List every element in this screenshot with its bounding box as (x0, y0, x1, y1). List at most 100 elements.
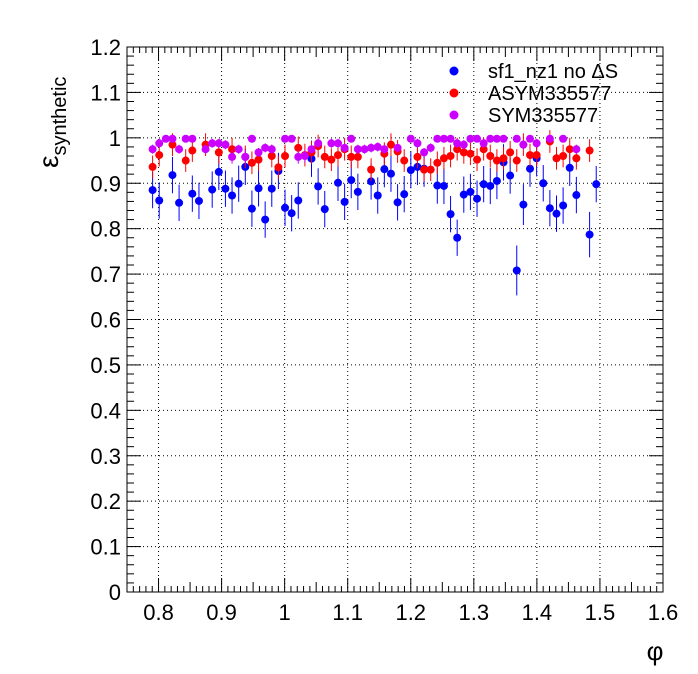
data-point (188, 146, 197, 155)
data-point (413, 152, 422, 161)
data-point (585, 146, 594, 155)
y-tick-labels: 0 0.1 0.2 0.3 0.4 0.5 0.6 0.7 0.8 0.9 1 1.1 1.2 (90, 35, 121, 605)
data-point (254, 155, 263, 164)
data-point (208, 185, 217, 194)
data-point (453, 233, 462, 242)
y-tick-label: 1.1 (90, 80, 121, 105)
data-point (373, 142, 382, 151)
data-point (413, 139, 422, 148)
data-point (247, 158, 256, 167)
data-point (479, 180, 488, 189)
data-point (148, 145, 157, 154)
data-point (526, 151, 535, 160)
data-point (406, 166, 415, 175)
data-point (446, 134, 455, 143)
data-point (499, 134, 508, 143)
data-point (320, 152, 329, 161)
data-point (393, 198, 402, 207)
data-point (572, 145, 581, 154)
data-point (499, 154, 508, 163)
y-tick-label: 0.8 (90, 217, 121, 242)
x-tick-label: 0.9 (206, 600, 237, 625)
data-point (592, 180, 601, 189)
data-point (473, 155, 482, 164)
data-point (234, 179, 243, 188)
data-point (287, 134, 296, 143)
data-point (373, 191, 382, 200)
data-point (486, 152, 495, 160)
data-point (347, 176, 356, 185)
data-point (340, 143, 349, 152)
data-point (446, 152, 455, 160)
data-point (512, 134, 521, 143)
y-tick-label: 0.7 (90, 262, 121, 287)
data-point (552, 209, 561, 218)
data-point (353, 187, 362, 196)
data-point (380, 145, 389, 154)
grid (127, 47, 663, 592)
data-point (565, 145, 574, 154)
data-point (188, 189, 197, 198)
data-point (281, 134, 290, 143)
data-point (426, 143, 435, 152)
y-tick-label: 0.4 (90, 398, 121, 423)
data-point (459, 190, 468, 199)
x-tick-labels: 0.8 0.9 1 1.1 1.2 1.3 1.4 1.5 1.6 (143, 600, 678, 625)
data-point (188, 134, 197, 143)
data-point (214, 167, 223, 176)
y-tick-label: 0 (109, 580, 121, 605)
data-point (506, 171, 515, 180)
data-point (254, 148, 263, 157)
data-point (386, 169, 395, 178)
series-1 (148, 140, 601, 296)
data-point (367, 165, 376, 174)
data-point (247, 204, 256, 213)
data-point (327, 139, 336, 148)
data-point (261, 215, 270, 224)
legend-marker-series-2 (449, 88, 459, 98)
y-tick-label: 0.9 (90, 171, 121, 196)
y-axis-label-symbol: ε (33, 156, 64, 168)
data-point (433, 181, 442, 190)
data-point (585, 230, 594, 239)
data-point (294, 196, 303, 205)
data-point (287, 209, 296, 218)
legend-label-series-3: SYM335577 (488, 105, 598, 127)
y-tick-label: 1.2 (90, 35, 121, 60)
data-point (208, 139, 217, 148)
data-point (386, 140, 395, 149)
data-point (512, 156, 521, 165)
x-tick-label: 1.4 (522, 600, 553, 625)
data-point (201, 145, 210, 154)
data-point (228, 191, 237, 200)
series-3 (148, 134, 581, 164)
data-point (512, 266, 521, 275)
data-point (333, 151, 342, 160)
data-point (433, 134, 442, 143)
data-point (532, 139, 541, 148)
data-point (473, 134, 482, 143)
data-point (420, 165, 429, 174)
data-point (479, 139, 488, 148)
data-point (353, 145, 362, 154)
data-point (519, 200, 528, 209)
data-point (466, 149, 475, 158)
data-point (565, 163, 574, 172)
data-point (367, 143, 376, 152)
data-point (327, 155, 336, 164)
data-point (439, 181, 448, 190)
data-point (181, 156, 190, 165)
data-point (194, 196, 203, 205)
data-point (492, 156, 501, 165)
data-point (307, 145, 316, 154)
data-point (168, 171, 177, 180)
y-tick-label: 1 (109, 126, 121, 151)
data-point (267, 152, 276, 160)
data-point (314, 139, 323, 148)
y-tick-label: 0.2 (90, 489, 121, 514)
data-point (314, 182, 323, 191)
data-point (486, 134, 495, 143)
y-tick-label: 0.3 (90, 444, 121, 469)
data-point (492, 134, 501, 143)
x-tick-label: 1.3 (459, 600, 490, 625)
